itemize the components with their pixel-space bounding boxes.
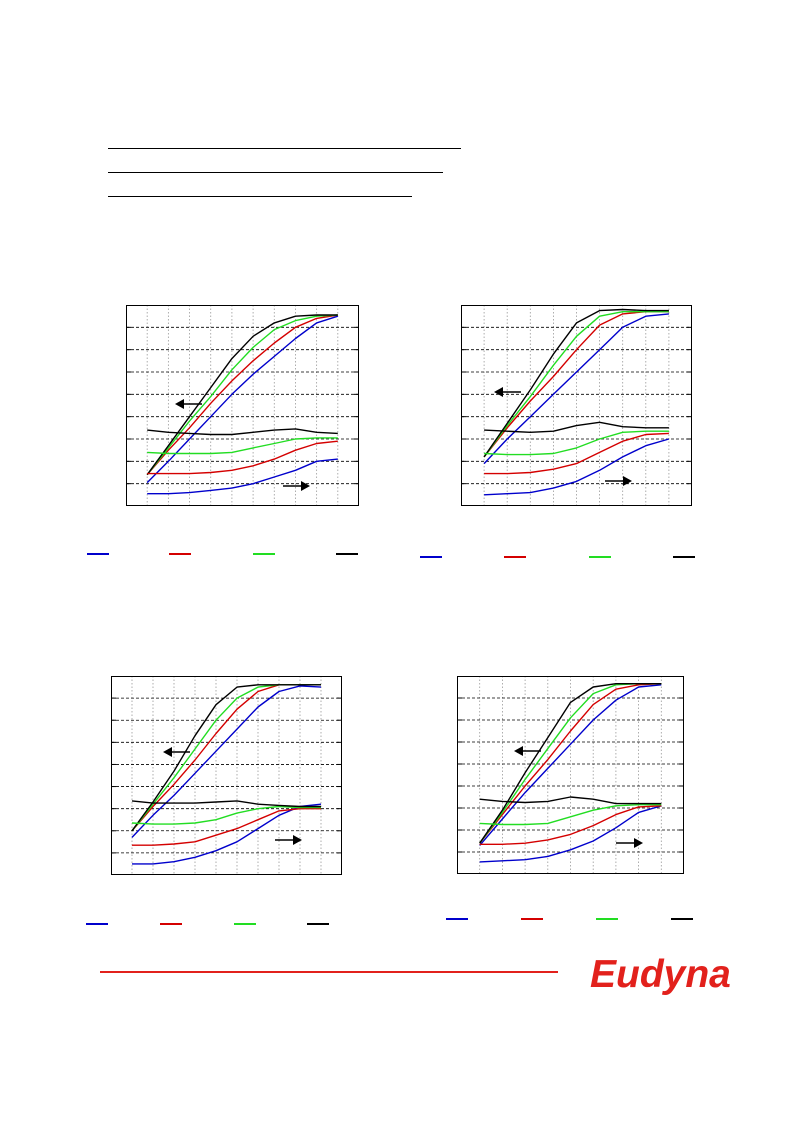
- plot-frame: [457, 676, 684, 874]
- heading-rule-3: [108, 196, 412, 197]
- series-line-black-upper: [146, 314, 338, 476]
- series-line-red-lower: [147, 440, 338, 475]
- legend-swatch-red: [521, 918, 543, 920]
- legend-swatch-red: [160, 923, 182, 925]
- legend-swatch-green: [253, 553, 275, 555]
- series-line-black-lower: [131, 800, 321, 808]
- series-line-green-upper: [146, 314, 338, 476]
- series-line-red-lower: [132, 807, 321, 846]
- arrow-right-icon: [275, 835, 302, 845]
- chart-1: [126, 305, 359, 506]
- legend-swatch-blue: [86, 923, 108, 925]
- plot-frame: [111, 676, 342, 875]
- series-line-black-upper: [479, 682, 662, 844]
- series-line-red-upper: [483, 310, 669, 458]
- series-line-black-lower: [479, 796, 662, 805]
- arrow-right-icon: [616, 838, 643, 848]
- series-line-black-lower: [484, 421, 669, 434]
- legend-swatch-red: [169, 553, 191, 555]
- series-line-green-lower: [484, 430, 669, 456]
- legend-swatch-blue: [87, 553, 109, 555]
- series-line-green-lower: [147, 437, 338, 455]
- legend-swatch-black: [673, 556, 695, 558]
- legend-swatch-green: [589, 556, 611, 558]
- plot-frame: [126, 305, 359, 506]
- legend-swatch-black: [336, 553, 358, 555]
- series-line-red-lower: [484, 432, 669, 475]
- heading-rule-2: [108, 172, 443, 173]
- series-line-blue-lower: [132, 803, 322, 865]
- legend-swatch-black: [307, 923, 329, 925]
- arrow-left-icon: [494, 387, 521, 397]
- plot-frame: [461, 305, 692, 506]
- logo-text: Eudyna: [590, 953, 731, 996]
- chart-3: [111, 676, 342, 875]
- arrow-right-icon: [605, 476, 632, 486]
- series-line-red-upper: [479, 683, 662, 844]
- eudyna-logo: Eudyna: [590, 953, 731, 996]
- chart-4: [457, 676, 684, 874]
- footer-rule: [100, 971, 558, 973]
- legend-swatch-blue: [420, 556, 442, 558]
- series-line-blue-lower: [479, 805, 662, 863]
- legend-swatch-green: [234, 923, 256, 925]
- arrow-left-icon: [514, 746, 541, 756]
- series-line-blue-upper: [131, 685, 322, 838]
- series-line-red-upper: [146, 314, 338, 476]
- series-line-blue-upper: [146, 315, 339, 484]
- series-line-blue-lower: [484, 438, 670, 496]
- arrow-right-icon: [283, 481, 310, 491]
- legend-swatch-red: [504, 556, 526, 558]
- legend-swatch-blue: [446, 918, 468, 920]
- series-line-black-upper: [131, 684, 321, 832]
- legend-swatch-black: [671, 918, 693, 920]
- chart-2: [461, 305, 692, 506]
- arrow-left-icon: [163, 747, 190, 757]
- series-line-green-lower: [479, 803, 662, 826]
- heading-rule-1: [108, 148, 461, 149]
- series-line-black-upper: [483, 308, 669, 458]
- series-line-blue-lower: [147, 458, 338, 495]
- series-line-black-lower: [147, 428, 338, 436]
- series-line-green-upper: [483, 310, 669, 458]
- arrow-left-icon: [175, 399, 202, 409]
- series-line-blue-upper: [479, 684, 662, 846]
- series-line-red-lower: [479, 805, 662, 846]
- legend-swatch-green: [596, 918, 618, 920]
- series-line-green-lower: [131, 805, 321, 825]
